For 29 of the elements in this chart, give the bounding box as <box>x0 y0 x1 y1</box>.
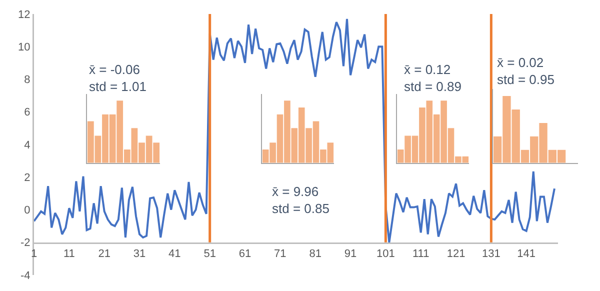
x-tick-label: 111 <box>412 248 430 260</box>
x-tick-label: 31 <box>133 248 146 260</box>
annotation: x̄ = 0.12 std = 0.89 <box>404 62 462 94</box>
x-tick-label: 71 <box>274 248 286 260</box>
x-tick-label: 11 <box>63 248 75 260</box>
x-tick-label: 141 <box>517 248 536 260</box>
line-series <box>34 18 556 244</box>
annotation: x̄ = 0.02 std = 0.95 <box>497 55 554 87</box>
x-tick-label: 21 <box>98 248 110 260</box>
y-tick-label: 8 <box>24 74 30 86</box>
y-tick-label: 6 <box>24 106 30 119</box>
x-tick-label: 131 <box>482 248 500 260</box>
annotation: x̄ = -0.06 std = 1.01 <box>89 62 146 94</box>
y-tick-label: -2 <box>20 237 30 250</box>
x-tick-label: 81 <box>309 248 322 260</box>
x-tick-label: 61 <box>238 248 252 260</box>
y-tick-label: 0 <box>24 204 30 217</box>
y-tick-label: 2 <box>24 172 30 184</box>
x-tick-label: 121 <box>446 248 466 260</box>
y-tick-label: 4 <box>24 139 30 152</box>
x-tick-label: 101 <box>376 248 395 260</box>
y-tick-label: -4 <box>20 270 30 282</box>
x-tick-label: 41 <box>168 248 181 260</box>
y-tick-label: 10 <box>18 41 30 54</box>
y-tick-label: 12 <box>18 8 30 21</box>
x-tick-label: 51 <box>204 248 216 260</box>
x-tick-label: 1 <box>30 248 38 260</box>
annotation: x̄ = 9.96 std = 0.85 <box>272 184 330 216</box>
x-tick-label: 91 <box>344 248 357 260</box>
